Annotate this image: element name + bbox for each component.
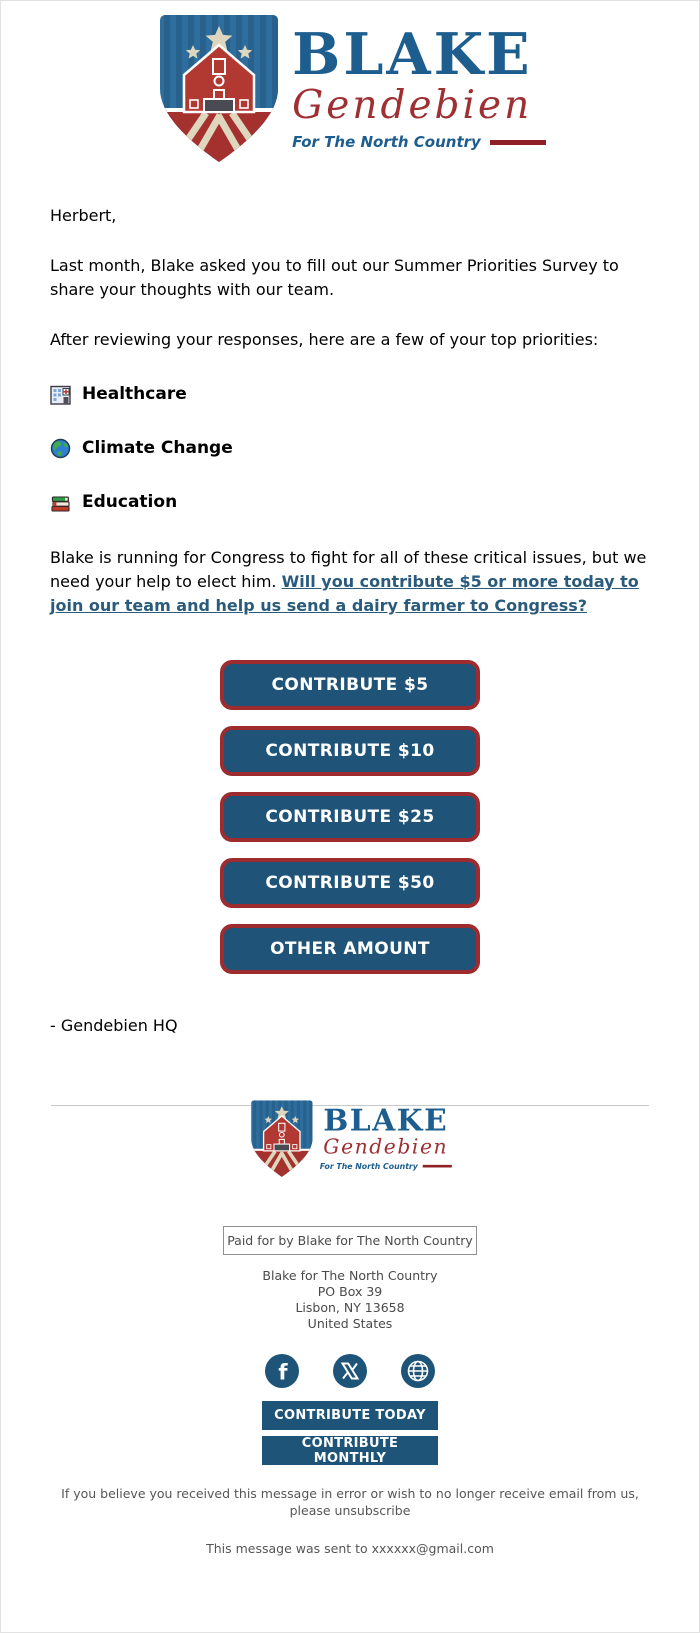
footer-divider <box>51 1105 649 1106</box>
campaign-logo-text: BLAKE Gendebien For The North Country <box>292 20 546 151</box>
campaign-logo: BLAKE Gendebien For The North Country <box>154 11 546 166</box>
cta-plain-text: Blake is running for Congress to fight f… <box>50 548 647 591</box>
svg-text:f: f <box>278 1361 288 1385</box>
contribute-50-button[interactable]: CONTRIBUTE $50 <box>220 858 480 908</box>
paragraph-cta: Blake is running for Congress to fight f… <box>50 546 650 618</box>
paid-for-disclaimer: Paid for by Blake for The North Country <box>223 1226 477 1255</box>
website-globe-icon[interactable] <box>401 1354 435 1388</box>
unsubscribe-link[interactable]: unsubscribe <box>334 1503 411 1518</box>
donate-button-group: CONTRIBUTE $5 CONTRIBUTE $10 CONTRIBUTE … <box>1 660 699 974</box>
sent-to-text: This message was sent to xxxxxx@gmail.co… <box>206 1541 494 1556</box>
header: BLAKE Gendebien For The North Country <box>1 1 699 166</box>
address-line: PO Box 39 <box>317 1284 383 1299</box>
books-icon <box>51 495 70 512</box>
globe-americas-icon <box>50 438 71 458</box>
paragraph-responses: After reviewing your responses, here are… <box>50 330 599 349</box>
tagline-dash <box>489 139 546 145</box>
footer-campaign-logo: BLAKE Gendebien For The North Country <box>248 1100 452 1177</box>
footer-logo-text: BLAKE Gendebien For The North Country <box>320 1106 452 1171</box>
priority-label: Climate Change <box>82 438 233 458</box>
email-content: Herbert, Last month, Blake asked you to … <box>1 204 699 618</box>
address-line: Lisbon, NY 13658 <box>295 1300 405 1315</box>
other-amount-button[interactable]: OTHER AMOUNT <box>220 924 480 974</box>
paragraph-survey: Last month, Blake asked you to fill out … <box>50 256 619 299</box>
campaign-tagline: For The North Country <box>320 1162 452 1171</box>
contribute-monthly-button[interactable]: CONTRIBUTE MONTHLY <box>262 1436 438 1466</box>
candidate-last-name: Gendebien <box>292 82 533 128</box>
legal-message: If you believe you received this message… <box>61 1486 639 1518</box>
address-line: Blake for The North Country <box>262 1268 438 1283</box>
priority-label: Healthcare <box>82 384 187 404</box>
mailing-address: Blake for The North Country PO Box 39 Li… <box>1 1268 699 1332</box>
footer-logo-wrap: BLAKE Gendebien For The North Country <box>1 1100 699 1202</box>
contribute-5-button[interactable]: CONTRIBUTE $5 <box>220 660 480 710</box>
signoff: - Gendebien HQ <box>50 1016 178 1035</box>
legal-text: If you believe you received this message… <box>60 1485 640 1519</box>
campaign-tagline: For The North Country <box>292 133 546 151</box>
campaign-tagline-label: For The North Country <box>319 1161 419 1172</box>
priority-label: Education <box>82 492 178 512</box>
contribute-text-link[interactable]: Will you contribute $5 or more today to … <box>50 572 639 615</box>
footer-cta-group: CONTRIBUTE TODAY CONTRIBUTE MONTHLY <box>1 1401 699 1466</box>
priority-item-education: Education <box>50 490 650 514</box>
campaign-tagline-label: For The North Country <box>292 133 481 152</box>
contribute-10-button[interactable]: CONTRIBUTE $10 <box>220 726 480 776</box>
barn-shield-icon <box>251 1100 313 1177</box>
x-twitter-icon[interactable] <box>333 1354 367 1388</box>
hospital-icon <box>50 385 71 405</box>
social-links: f <box>1 1354 699 1388</box>
facebook-icon[interactable]: f <box>265 1354 299 1388</box>
candidate-first-name: BLAKE <box>323 1103 449 1138</box>
barn-shield-icon <box>160 15 279 162</box>
tagline-dash <box>422 1165 452 1168</box>
contribute-25-button[interactable]: CONTRIBUTE $25 <box>220 792 480 842</box>
priority-item-healthcare: Healthcare <box>50 382 650 406</box>
candidate-first-name: BLAKE <box>292 20 533 88</box>
candidate-last-name: Gendebien <box>323 1135 449 1159</box>
priority-item-climate: Climate Change <box>50 436 650 460</box>
footer: BLAKE Gendebien For The North Country Pa… <box>1 1100 699 1578</box>
greeting: Herbert, <box>50 206 117 225</box>
contribute-today-button[interactable]: CONTRIBUTE TODAY <box>262 1401 438 1430</box>
address-line: United States <box>307 1316 393 1331</box>
